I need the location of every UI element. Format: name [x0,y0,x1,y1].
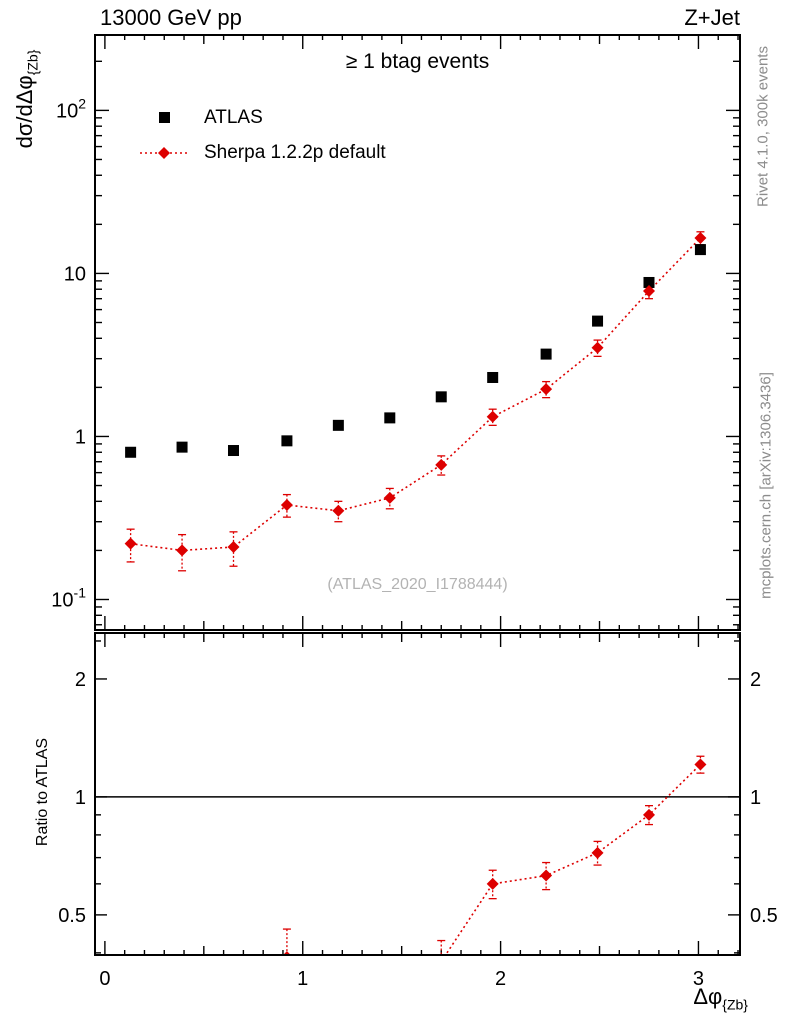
ratio-tick-label-right: 1 [750,787,761,809]
sherpa-line [130,237,701,552]
diamond-dotted-line-icon [140,146,188,159]
ratio-panel-data [282,755,707,968]
atlas-marker [540,348,552,360]
atlas-marker [694,244,706,256]
ratio-panel-frame [94,632,741,956]
legend: ATLAS Sherpa 1.2.2p default [138,100,386,170]
atlas-legend-swatch [138,112,190,123]
legend-item-sherpa: Sherpa 1.2.2p default [138,135,386,170]
atlas-marker [487,371,499,383]
ratio-tick-label-right: 0.5 [750,905,778,927]
axis-ticks [95,35,740,955]
ratio-marker [591,846,604,859]
atlas-marker [384,412,396,424]
ratio-tick-label-right: 2 [750,669,761,691]
ratio-marker [486,877,499,890]
legend-label-sherpa: Sherpa 1.2.2p default [204,141,386,163]
x-axis-label-subscript: {Zb} [722,996,748,1013]
y-tick-label: 102 [56,95,86,122]
main-y-axis-label: dσ/dΔφ{Zb} [12,14,42,184]
atlas-marker [227,445,239,457]
atlas-marker [281,435,293,447]
ratio-marker [540,869,553,882]
atlas-marker [643,276,655,288]
main-panel-frame [94,34,741,631]
x-axis-label-text: Δφ [693,984,723,1009]
analysis-watermark: (ATLAS_2020_I1788444) [327,576,508,593]
sherpa-marker [435,458,448,471]
y-tick-label: 10-1 [51,584,86,611]
sherpa-legend-swatch [138,146,190,160]
ratio-tick-label-left: 0.5 [58,905,86,927]
atlas-marker [435,391,447,403]
sherpa-marker [694,231,707,244]
atlas-marker [332,419,344,431]
atlas-marker [125,446,137,458]
x-tick-label: 2 [495,968,506,990]
y-tick-label: 10 [64,263,86,285]
sherpa-marker [332,504,345,517]
square-marker-icon [158,112,170,123]
sherpa-marker [383,491,396,504]
ratio-tick-label-left: 2 [75,669,86,691]
sherpa-marker [591,341,604,354]
sherpa-marker [227,540,240,553]
beam-energy-label: 13000 GeV pp [100,5,242,30]
ratio-line [444,763,701,955]
sherpa-marker [540,383,553,396]
atlas-marker [592,315,604,327]
x-tick-label: 3 [693,968,704,990]
x-axis-label: Δφ{Zb} [693,984,748,1012]
ratio-y-axis-label: Ratio to ATLAS [34,737,51,847]
ratio-marker [642,808,655,821]
sherpa-marker [642,285,655,298]
sherpa-marker [176,544,189,557]
process-label: Z+Jet [684,5,740,30]
x-tick-label: 1 [297,968,308,990]
panel-title: ≥ 1 btag events [345,50,490,73]
sherpa-marker [486,410,499,423]
rivet-version-note: Rivet 4.1.0, 300k events [754,46,772,207]
x-tick-label: 0 [99,968,110,990]
main-panel-data [124,231,707,572]
y-tick-label: 1 [75,426,86,448]
mcplots-reference-note: mcplots.cern.ch [arXiv:1306.3436] [757,372,775,599]
ratio-marker [435,956,447,968]
legend-item-atlas: ATLAS [138,100,386,135]
sherpa-marker [280,498,293,511]
ratio-tick-label-left: 1 [75,787,86,809]
legend-label-atlas: ATLAS [204,106,263,128]
sherpa-marker [124,537,137,550]
axis-tick-labels: 102 10 1 10-1 0 1 2 3 0.5 0.5 1 1 2 2 [51,95,778,990]
atlas-marker [176,441,188,453]
y-axis-label-subscript: {Zb} [24,49,41,76]
ratio-marker [694,758,707,771]
y-axis-label-text: dσ/dΔφ [12,75,37,149]
